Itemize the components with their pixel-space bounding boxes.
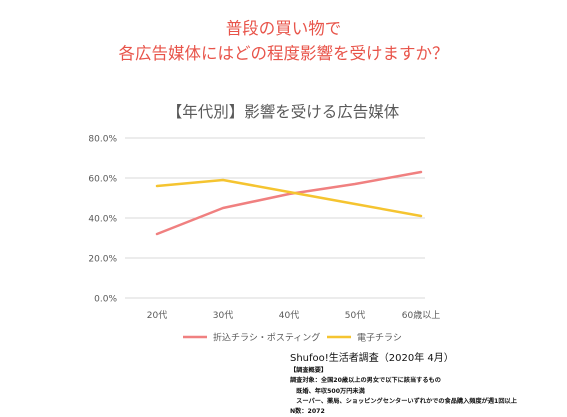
y-tick-label: 60.0% <box>88 175 117 185</box>
y-tick-label: 80.0% <box>88 135 117 145</box>
source-line-frequency: スーパー、薬局、ショッピングセンターいずれかでの食品購入頻度が週1回以上 <box>290 397 517 405</box>
data-point <box>156 233 158 235</box>
data-point <box>288 191 290 193</box>
y-tick-label: 20.0% <box>88 255 117 265</box>
x-tick-label: 40代 <box>279 310 299 321</box>
data-point <box>354 203 356 205</box>
source-line-sample-size: N数：2072 <box>290 408 325 416</box>
data-point <box>420 171 422 173</box>
source-title: Shufoo!生活者調査（2020年 4月） <box>290 353 454 364</box>
data-point <box>156 185 158 187</box>
legend-label: 折込チラシ・ポスティング <box>213 332 320 344</box>
chart-title: 【年代別】影響を受ける広告媒体 <box>167 103 400 121</box>
data-point <box>222 179 224 181</box>
data-point <box>354 183 356 185</box>
page-heading-line-2: 各広告媒体にはどの程度影響を受けますか？ <box>118 44 449 63</box>
data-point <box>288 193 290 195</box>
data-point <box>420 215 422 217</box>
x-tick-label: 50代 <box>345 310 365 321</box>
x-tick-label: 20代 <box>147 310 167 321</box>
source-line-income: 既婚、年収500万円未満 <box>290 387 365 395</box>
page-heading-line-1: 普段の買い物で <box>225 19 342 38</box>
source-line-target: 調査対象：全国20歳以上の男女で以下に該当するもの <box>290 377 441 385</box>
series-line <box>155 178 423 218</box>
x-tick-label: 60歳以上 <box>402 309 440 321</box>
legend-label: 電子チラシ <box>357 333 402 344</box>
survey-source: Shufoo!生活者調査（2020年 4月） 【調査概要】 調査対象：全国20歳… <box>290 352 565 417</box>
x-tick-label: 30代 <box>213 310 233 321</box>
y-tick-label: 40.0% <box>88 215 117 225</box>
data-point <box>222 207 224 209</box>
y-tick-label: 0.0% <box>94 295 117 305</box>
source-line-header: 【調査概要】 <box>290 367 328 374</box>
